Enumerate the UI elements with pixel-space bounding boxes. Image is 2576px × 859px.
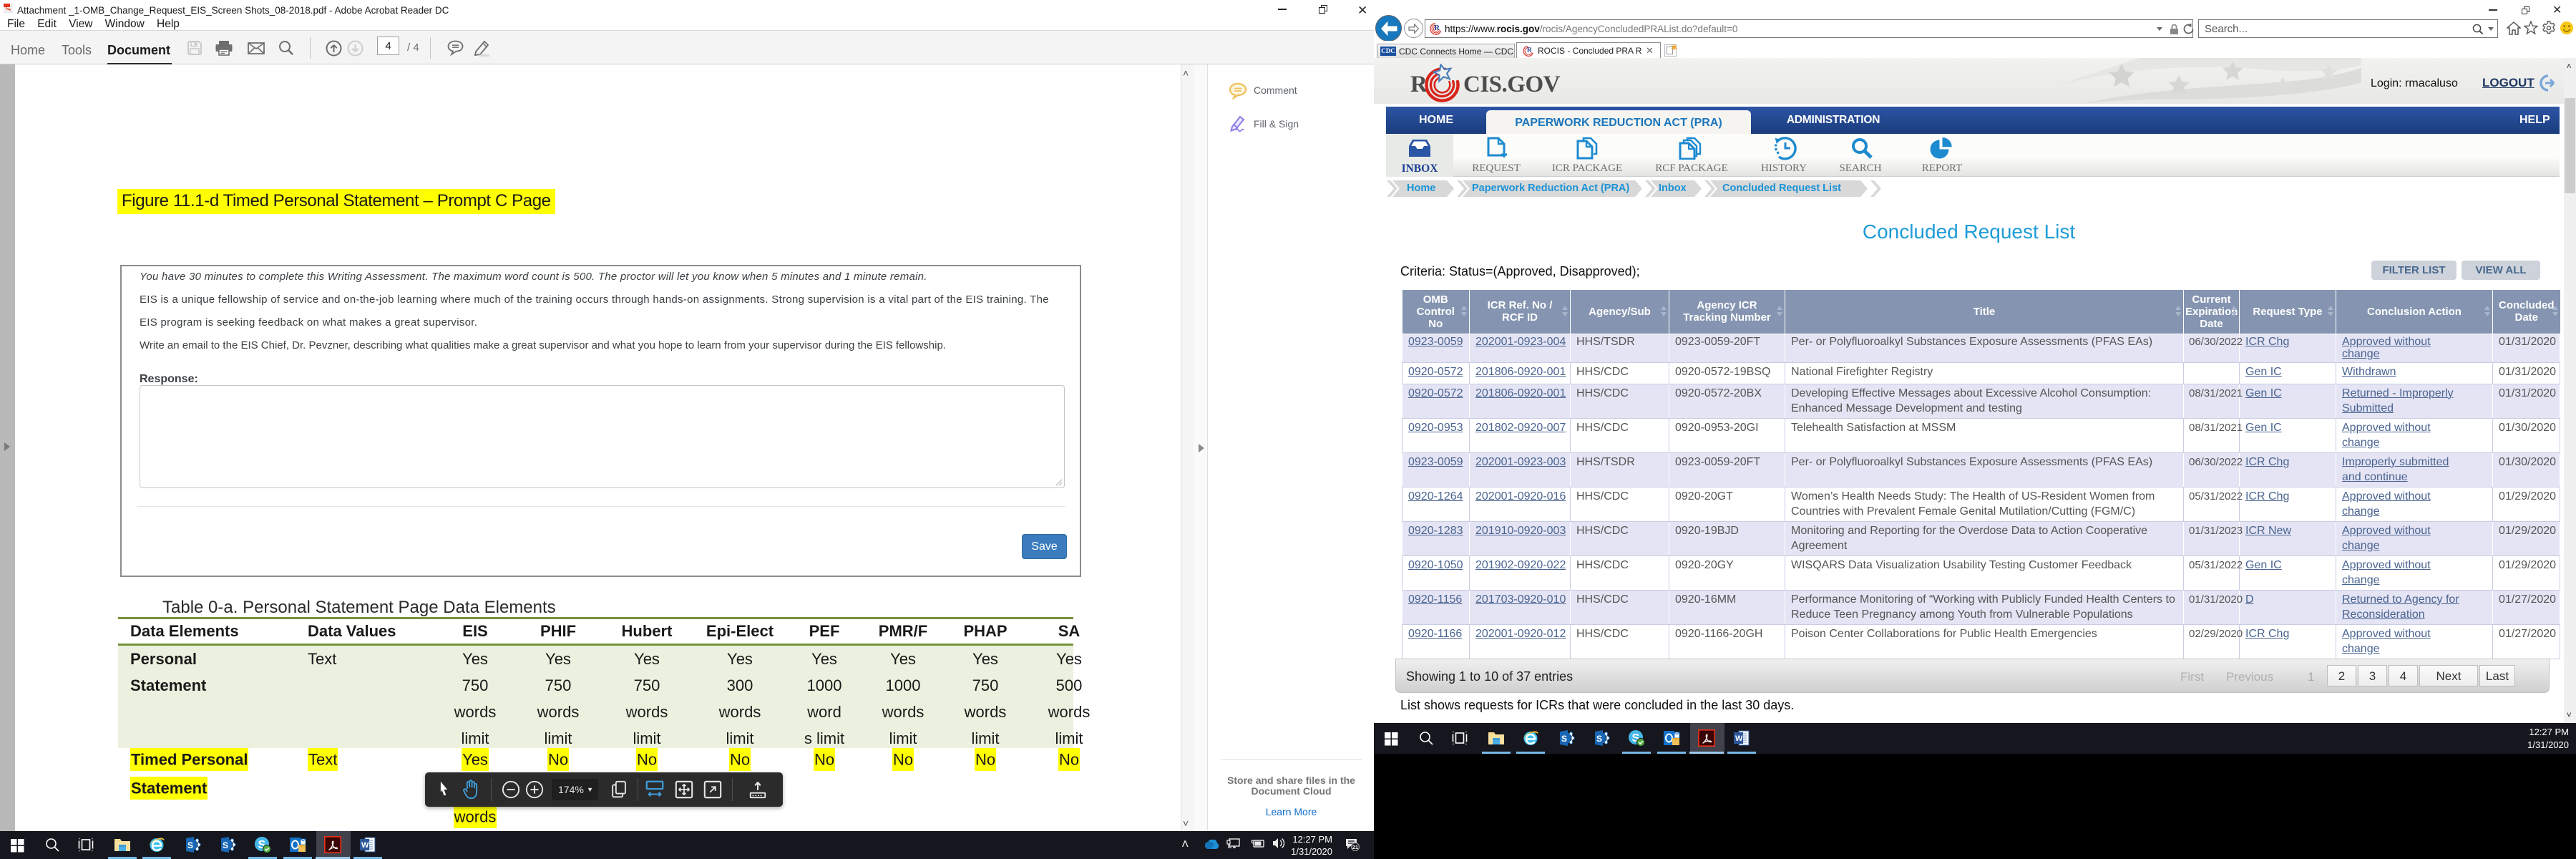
svg-text:W: W	[1735, 734, 1743, 743]
svg-text:S: S	[1632, 732, 1640, 744]
svg-text:S: S	[258, 839, 266, 851]
svg-text:21: 21	[1352, 844, 1358, 850]
svg-text:R: R	[1434, 24, 1440, 32]
svg-text:R: R	[1527, 47, 1533, 54]
svg-text:S: S	[1596, 734, 1602, 744]
svg-text:S: S	[1561, 734, 1567, 744]
svg-text:W: W	[361, 841, 369, 850]
svg-text:S: S	[187, 840, 193, 850]
svg-text:S: S	[223, 840, 228, 850]
